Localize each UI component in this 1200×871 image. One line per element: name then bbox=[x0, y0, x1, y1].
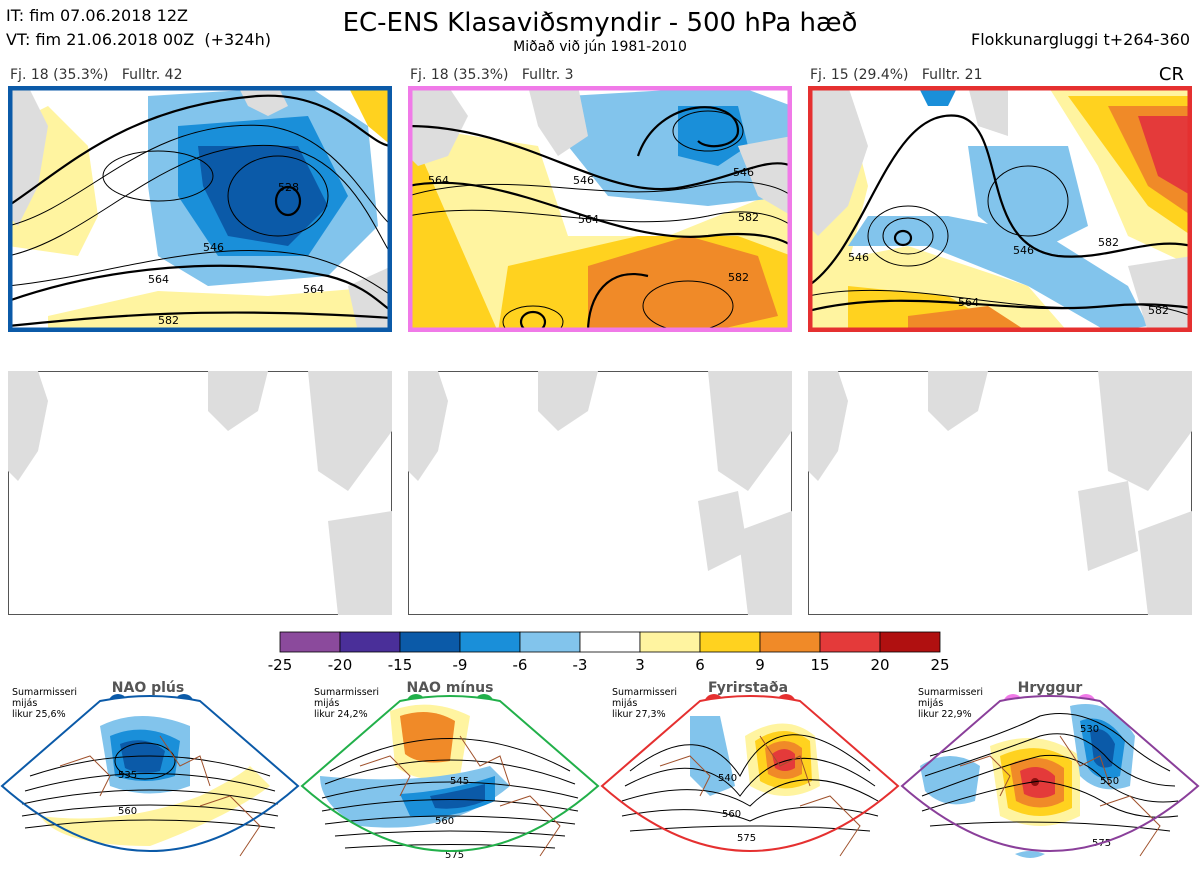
regime-contour-label: 545 bbox=[450, 776, 469, 787]
colorbar-tick-label: 20 bbox=[870, 656, 889, 674]
colorbar-tick-label: -20 bbox=[328, 656, 353, 674]
colorbar-tick-label: 9 bbox=[755, 656, 765, 674]
cluster-1-map: 528 546 564 564 582 bbox=[8, 86, 392, 332]
colorbar-swatch bbox=[399, 631, 461, 653]
colorbar-tick-label: 6 bbox=[695, 656, 705, 674]
cluster-3-contour-label: 582 bbox=[1148, 304, 1169, 317]
regime-title: Hryggur bbox=[1018, 680, 1083, 696]
colorbar-tick-label: 15 bbox=[810, 656, 829, 674]
regime-info-line: Sumarmisseri bbox=[12, 687, 77, 698]
regime-panels: Sumarmisseri mijás likur 25,6% NAO plús … bbox=[0, 680, 1200, 861]
cluster-2-contour-label: 564 bbox=[578, 213, 599, 226]
cluster-1-contour-label: 582 bbox=[158, 314, 179, 327]
cluster-1-contour-label: 564 bbox=[303, 283, 324, 296]
regime-info-line: mijás bbox=[918, 698, 943, 709]
regime-info-line: mijás bbox=[314, 698, 339, 709]
colorbar-tick-label: 25 bbox=[930, 656, 949, 674]
cluster-1-label: Fj. 18 (35.3%) Fulltr. 42 bbox=[10, 67, 183, 83]
cluster-2-contour-label: 546 bbox=[573, 174, 594, 187]
colorbar-swatch bbox=[519, 631, 581, 653]
colorbar-swatch bbox=[339, 631, 401, 653]
valid-time: VT: fim 21.06.2018 00Z (+324h) bbox=[6, 30, 271, 49]
corner-code: CR bbox=[1158, 64, 1184, 85]
regime-info-line: Sumarmisseri bbox=[918, 687, 983, 698]
colorbar-swatch bbox=[279, 631, 341, 653]
regime-info-line: mijás bbox=[12, 698, 37, 709]
colorbar-tick-label: -6 bbox=[513, 656, 528, 674]
colorbar-swatch bbox=[879, 631, 941, 653]
cluster-2-contour-label: 582 bbox=[728, 271, 749, 284]
header-left: IT: fim 07.06.2018 12Z VT: fim 21.06.201… bbox=[6, 4, 271, 52]
cluster-2-contour-label: 564 bbox=[428, 174, 449, 187]
colorbar-swatch bbox=[579, 631, 641, 653]
regime-contour-label: 575 bbox=[737, 833, 756, 844]
regime-contour-label: 575 bbox=[445, 850, 464, 861]
colorbar-tick-label: -25 bbox=[268, 656, 293, 674]
classification-window: Flokkunargluggi t+264-360 bbox=[971, 30, 1190, 49]
page-title: EC-ENS Klasaviðsmyndir - 500 hPa hæð bbox=[342, 8, 858, 38]
regime-nao-minus: Sumarmisseri mijás likur 24,2% NAO mínus… bbox=[300, 680, 600, 861]
empty-map-1 bbox=[8, 371, 392, 615]
cluster-3-label: Fj. 15 (29.4%) Fulltr. 21 bbox=[810, 67, 983, 83]
cluster-3-contour-label: 564 bbox=[958, 296, 979, 309]
regime-contour-label: 550 bbox=[1100, 776, 1119, 787]
regime-title: NAO mínus bbox=[407, 680, 494, 696]
empty-map-2 bbox=[408, 371, 792, 615]
colorbar-swatch bbox=[459, 631, 521, 653]
colorbar-tick-label: -15 bbox=[388, 656, 413, 674]
regime-title: Fyrirstaða bbox=[708, 680, 788, 696]
colorbar-swatch bbox=[759, 631, 821, 653]
colorbar: -25 -20 -15 -9 -6 -3 3 6 9 15 20 25 bbox=[268, 631, 950, 674]
cluster-1-contour-label: 528 bbox=[278, 181, 299, 194]
cluster-3-contour-label: 546 bbox=[1013, 244, 1034, 257]
cluster-3-map: 546 546 564 582 582 bbox=[808, 86, 1192, 332]
regime-ridge: Sumarmisseri mijás likur 22,9% Hryggur 5… bbox=[900, 680, 1200, 858]
colorbar-tick-label: -3 bbox=[573, 656, 588, 674]
colorbar-swatch bbox=[819, 631, 881, 653]
colorbar-swatch bbox=[699, 631, 761, 653]
regime-contour-label: 560 bbox=[118, 806, 137, 817]
regime-contour-label: 560 bbox=[435, 816, 454, 827]
regime-contour-label: 530 bbox=[1080, 724, 1099, 735]
colorbar-tick-label: -9 bbox=[453, 656, 468, 674]
colorbar-tick-label: 3 bbox=[635, 656, 645, 674]
regime-contour-label: 560 bbox=[722, 809, 741, 820]
cluster-3-contour-label: 546 bbox=[848, 251, 869, 264]
colorbar-swatch bbox=[639, 631, 701, 653]
empty-map-3 bbox=[808, 371, 1192, 615]
regime-info-line: likur 24,2% bbox=[314, 709, 368, 720]
cluster-2-label: Fj. 18 (35.3%) Fulltr. 3 bbox=[410, 67, 574, 83]
cluster-2-contour-label: 582 bbox=[738, 211, 759, 224]
cluster-3-contour-label: 582 bbox=[1098, 236, 1119, 249]
regime-info-line: Sumarmisseri bbox=[314, 687, 379, 698]
regime-info-line: likur 22,9% bbox=[918, 709, 972, 720]
regime-info-line: mijás bbox=[612, 698, 637, 709]
page-subtitle: Miðað við jún 1981-2010 bbox=[513, 39, 687, 55]
regime-contour-label: 535 bbox=[118, 770, 137, 781]
regime-contour-label: 540 bbox=[718, 773, 737, 784]
init-time: IT: fim 07.06.2018 12Z bbox=[6, 6, 188, 25]
regime-info-line: likur 25,6% bbox=[12, 709, 66, 720]
regime-nao-plus: Sumarmisseri mijás likur 25,6% NAO plús … bbox=[0, 680, 300, 857]
cluster-1-contour-label: 564 bbox=[148, 273, 169, 286]
cluster-2-map: 546 564 546 564 582 582 bbox=[408, 86, 792, 332]
regime-info-line: Sumarmisseri bbox=[612, 687, 677, 698]
regime-title: NAO plús bbox=[112, 680, 184, 696]
cluster-1-contour-label: 546 bbox=[203, 241, 224, 254]
regime-info-line: likur 27,3% bbox=[612, 709, 666, 720]
cluster-2-contour-label: 546 bbox=[733, 166, 754, 179]
regime-blocking: Sumarmisseri mijás likur 27,3% Fyrirstað… bbox=[600, 680, 900, 857]
